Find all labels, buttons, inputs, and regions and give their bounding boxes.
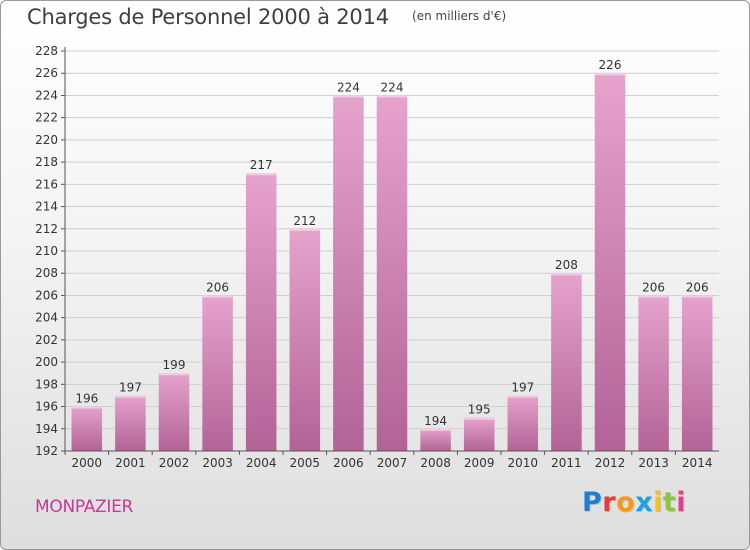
x-tick-label: 2006 (333, 456, 364, 470)
bar-highlight (202, 295, 233, 298)
y-tick-label: 210 (35, 244, 58, 258)
data-label-2011: 208 (555, 258, 578, 272)
y-tick-label: 216 (35, 177, 58, 191)
bar-2011 (551, 273, 582, 451)
x-tick-label: 2010 (508, 456, 539, 470)
y-tick-label: 198 (35, 377, 58, 391)
axes: 192 194 196 198 200 202 204 206 208 210 212 214 216 2… (35, 44, 719, 470)
y-tick-label: 228 (35, 44, 58, 58)
bar-highlight (507, 395, 539, 398)
data-label-2009: 195 (468, 403, 491, 417)
y-tick-label: 192 (35, 444, 58, 458)
bar-highlight (245, 173, 277, 176)
title-row: Charges de Personnel 2000 à 2014 (en mil… (27, 5, 506, 29)
logo-letter: x (635, 487, 654, 518)
x-tick-label: 2014 (682, 456, 713, 470)
y-tick-label: 204 (35, 311, 58, 325)
x-tick-label: 2005 (290, 456, 321, 470)
y-tick-label: 220 (35, 133, 58, 147)
bar-highlight (551, 273, 582, 276)
bar-highlight (638, 295, 669, 298)
y-tick-label: 222 (35, 111, 58, 125)
bars: 196 197 199 206 217 212 224 224 194 195 197 208 226 2… (71, 58, 713, 451)
chart-unit: (en milliers d'€) (412, 9, 507, 23)
bar-2006 (333, 95, 364, 451)
x-tick-label: 2011 (551, 456, 582, 470)
bar-2010 (507, 395, 539, 451)
commune-name: MONPAZIER (35, 497, 134, 517)
bar-2014 (681, 295, 713, 451)
data-label-2008: 194 (424, 414, 447, 428)
x-tick-label: 2007 (377, 456, 408, 470)
logo-letter: o (616, 487, 636, 518)
bar-2005 (289, 228, 321, 451)
data-label-2004: 217 (250, 158, 273, 172)
bar-highlight (158, 373, 190, 376)
bar-2004 (245, 173, 277, 451)
x-tick-label: 2009 (464, 456, 495, 470)
data-label-2002: 199 (163, 358, 186, 372)
proxiti-logo: Proxiti (582, 487, 686, 518)
logo-letter: i (676, 487, 687, 518)
logo-letter: t (662, 487, 677, 518)
y-tick-label: 200 (35, 355, 58, 369)
bar-2009 (463, 417, 495, 451)
x-tick-label: 2012 (595, 456, 626, 470)
bar-2007 (376, 95, 408, 451)
y-tick-label: 224 (35, 88, 58, 102)
y-tick-label: 206 (35, 288, 58, 302)
bar-highlight (681, 295, 713, 298)
data-label-2013: 206 (642, 280, 665, 294)
data-label-2007: 224 (381, 80, 404, 94)
logo-letter: r (602, 487, 617, 518)
data-label-2000: 196 (75, 392, 98, 406)
y-tick-label: 218 (35, 155, 58, 169)
data-label-2012: 226 (599, 58, 622, 72)
x-tick-label: 2013 (638, 456, 669, 470)
y-tick-label: 212 (35, 222, 58, 236)
bar-highlight (289, 228, 321, 231)
data-label-2001: 197 (119, 380, 142, 394)
x-tick-label: 2004 (246, 456, 277, 470)
bar-highlight (115, 395, 146, 398)
data-label-2014: 206 (686, 280, 709, 294)
bar-2003 (202, 295, 233, 451)
bar-2000 (71, 406, 103, 451)
y-tick-label: 226 (35, 66, 58, 80)
bar-highlight (594, 73, 626, 76)
x-tick-label: 2002 (159, 456, 190, 470)
x-tick-label: 2003 (202, 456, 233, 470)
logo-letter: P (582, 487, 603, 518)
bar-2008 (420, 428, 451, 451)
bar-2012 (594, 73, 626, 451)
x-tick-label: 2008 (420, 456, 451, 470)
y-tick-label: 208 (35, 266, 58, 280)
bar-highlight (420, 428, 451, 431)
y-tick-label: 202 (35, 333, 58, 347)
data-label-2010: 197 (511, 380, 534, 394)
bar-2002 (158, 373, 190, 451)
bar-2001 (115, 395, 146, 451)
logo-letter: i (653, 487, 663, 518)
y-tick-label: 214 (35, 200, 58, 214)
data-label-2006: 224 (337, 80, 360, 94)
x-tick-label: 2000 (72, 456, 103, 470)
bar-highlight (463, 417, 495, 420)
y-tick-label: 194 (35, 422, 58, 436)
data-label-2005: 212 (293, 214, 316, 228)
bar-highlight (333, 95, 364, 98)
bar-highlight (71, 406, 103, 409)
chart-title: Charges de Personnel 2000 à 2014 (27, 5, 389, 29)
bar-2013 (638, 295, 669, 451)
y-tick-label: 196 (35, 400, 58, 414)
data-label-2003: 206 (206, 280, 229, 294)
x-tick-label: 2001 (115, 456, 146, 470)
bar-highlight (376, 95, 408, 98)
